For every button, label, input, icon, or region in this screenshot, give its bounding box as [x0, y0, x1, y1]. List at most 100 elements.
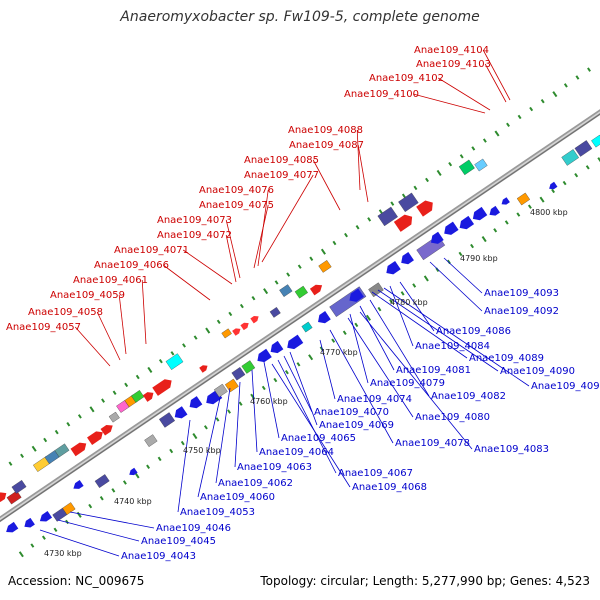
tick-mark — [192, 433, 198, 440]
tick-mark — [540, 98, 545, 104]
gene-box — [94, 474, 110, 488]
tick-mark — [365, 314, 371, 321]
leader-line — [359, 305, 395, 371]
gene-arrow-reverse — [444, 221, 459, 235]
gene-label-blue: Anae109_4074 — [337, 394, 412, 405]
tick-mark — [344, 232, 348, 238]
gene-label-red: Anae109_4066 — [94, 260, 169, 271]
gene-box — [301, 321, 313, 333]
gene-arrow-reverse — [430, 231, 444, 244]
leader-line — [482, 49, 511, 101]
gene-label-blue: Anae109_4046 — [156, 523, 231, 534]
label-leader-lines — [39, 49, 530, 557]
gene-arrow-forward — [309, 284, 323, 296]
gene-box — [574, 140, 593, 157]
gene-arrow-forward — [416, 200, 433, 217]
gene-label-blue: Anae109_4091 — [531, 381, 600, 392]
leader-line — [369, 299, 430, 397]
tick-mark — [112, 390, 117, 395]
gene-label-red: Anae109_4077 — [244, 170, 319, 181]
scale-label: 4740 kbp — [114, 497, 152, 506]
leader-line — [251, 369, 258, 453]
tick-mark — [18, 551, 24, 558]
gene-arrow-forward — [232, 328, 241, 336]
gene-label-blue: Anae109_4086 — [436, 326, 511, 337]
tick-mark — [506, 122, 510, 128]
gene-box — [377, 206, 398, 227]
tick-mark — [587, 67, 591, 72]
tick-mark — [124, 382, 129, 388]
leader-line — [141, 279, 147, 345]
gene-label-red: Anae109_4088 — [288, 125, 363, 136]
tick-mark — [563, 83, 568, 88]
tick-mark — [529, 106, 534, 112]
genome-backbone-shadow — [0, 113, 600, 522]
leader-line — [177, 419, 191, 513]
tick-mark — [482, 138, 487, 143]
leader-line — [312, 159, 341, 211]
scale-label: 4750 kbp — [183, 446, 221, 455]
gene-box — [269, 307, 281, 318]
tick-mark — [31, 445, 37, 452]
gene-label-blue: Anae109_4092 — [484, 306, 559, 317]
gene-arrow-reverse — [270, 340, 284, 354]
gene-box — [108, 411, 120, 423]
gene-box — [398, 192, 419, 213]
tick-mark — [146, 464, 151, 469]
gene-label-blue: Anae109_4079 — [370, 378, 445, 389]
gene-label-blue: Anae109_4083 — [474, 444, 549, 455]
leader-line — [429, 261, 483, 312]
genome-backbone-highlight — [0, 111, 600, 521]
tick-mark — [413, 185, 418, 191]
leader-line — [356, 129, 361, 191]
tick-mark — [297, 264, 302, 269]
gene-arrow-reverse — [401, 251, 414, 265]
leader-line — [377, 289, 499, 372]
tick-mark — [470, 243, 475, 249]
leader-line — [329, 329, 394, 444]
tick-mark — [135, 374, 140, 380]
gene-label-blue: Anae109_4067 — [338, 468, 413, 479]
leader-line — [437, 77, 491, 111]
gene-box — [591, 134, 600, 148]
tick-mark — [77, 414, 82, 419]
scale-label: 4760 kbp — [250, 397, 288, 406]
tick-mark — [332, 240, 337, 246]
gene-arrow-reverse — [6, 521, 19, 533]
tick-mark — [180, 440, 185, 446]
gene-label-red: Anae109_4087 — [289, 140, 364, 151]
leader-line — [234, 381, 241, 468]
tick-mark — [158, 359, 163, 364]
tick-mark — [182, 343, 186, 348]
scale-labels: 4730 kbp 4740 kbp 4750 kbp 4760 kbp 4770 kbp… — [44, 208, 568, 558]
gene-arrow-reverse — [459, 215, 475, 230]
gene-box — [221, 328, 232, 339]
tick-mark — [355, 225, 360, 230]
gene-box — [159, 412, 175, 428]
gene-label-blue: Anae109_4084 — [415, 341, 490, 352]
gene-label-blue: Anae109_4078 — [395, 438, 470, 449]
tick-mark — [54, 429, 59, 435]
leader-line — [225, 234, 237, 283]
tick-mark — [494, 130, 500, 137]
leader-line — [371, 291, 468, 359]
leader-line — [443, 257, 483, 294]
tick-mark — [435, 267, 440, 272]
tick-mark — [203, 425, 208, 430]
gene-label-red: Anae109_4100 — [344, 89, 419, 100]
tick-mark — [20, 453, 24, 459]
leader-line — [118, 294, 127, 355]
gene-arrow-reverse — [318, 311, 331, 324]
gene-box — [6, 490, 22, 505]
tick-mark — [342, 330, 347, 335]
gene-labels: Anae109_4104 Anae109_4103 Anae109_4102 Anae… — [6, 45, 600, 562]
tick-mark — [76, 511, 82, 518]
tick-mark — [377, 306, 382, 312]
tick-mark — [574, 172, 579, 178]
gene-label-red: Anae109_4075 — [199, 200, 274, 211]
leader-line — [263, 361, 280, 439]
gene-arrow-reverse — [39, 511, 53, 522]
gene-arrow-reverse — [73, 480, 84, 489]
gene-label-blue: Anae109_4089 — [469, 353, 544, 364]
scale-label: 4800 kbp — [530, 208, 568, 217]
